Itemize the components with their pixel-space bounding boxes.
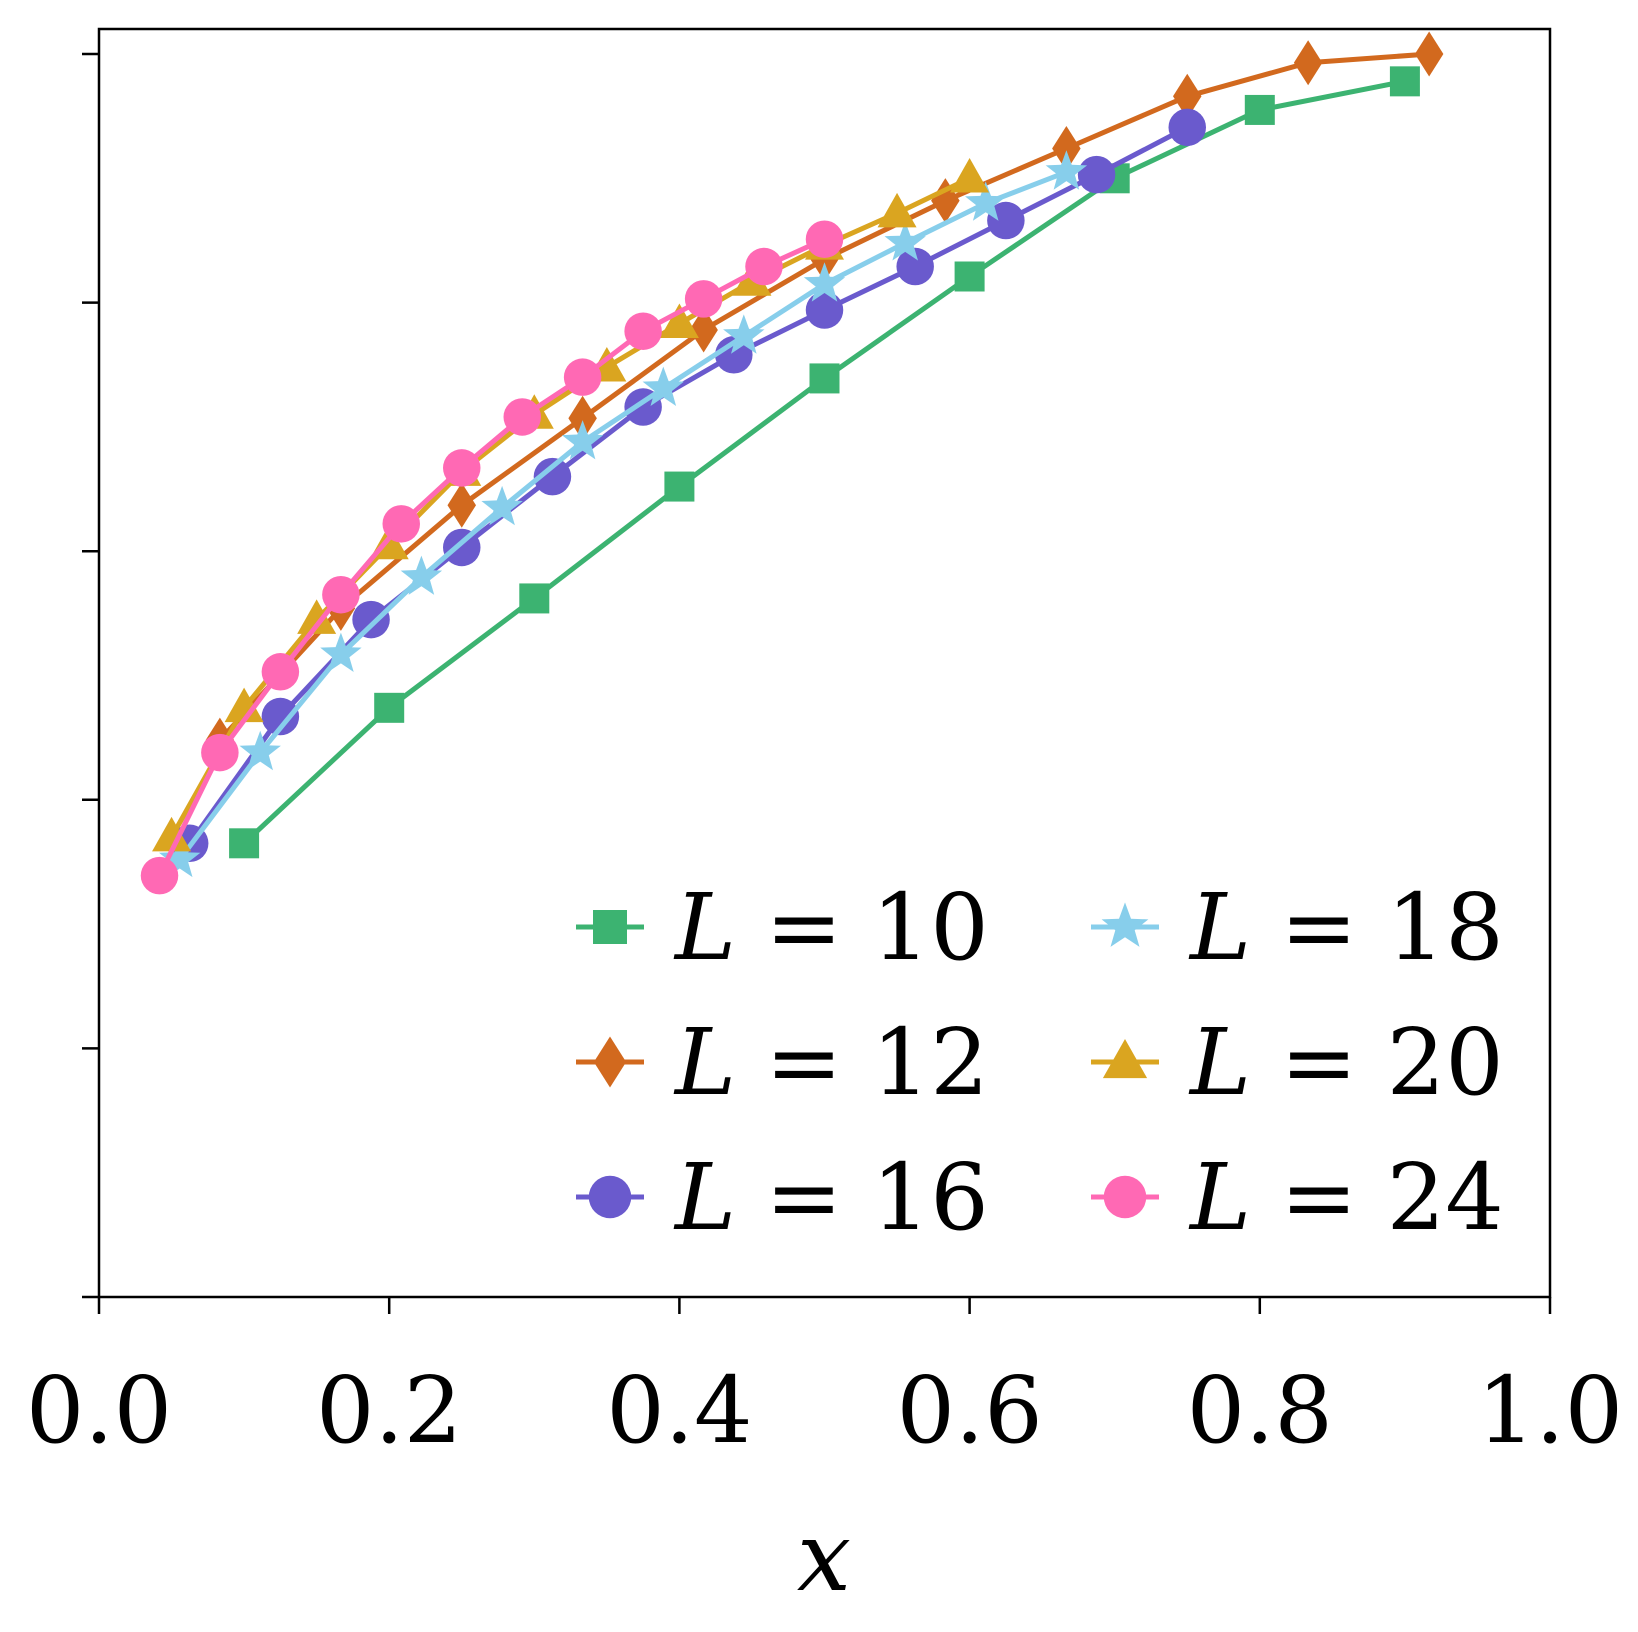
data-point-L20 <box>877 192 917 228</box>
legend-label: L = 20 <box>1188 1009 1504 1116</box>
series-L18 <box>159 150 1088 878</box>
data-point-L10 <box>229 828 260 859</box>
data-point-L18 <box>1045 150 1088 190</box>
data-point-L18 <box>642 366 684 406</box>
data-point-L24 <box>745 247 783 286</box>
data-point-L16 <box>1077 155 1116 194</box>
data-point-L12 <box>1173 73 1202 119</box>
data-point-L10 <box>1389 66 1420 97</box>
data-point-L12 <box>1414 31 1444 77</box>
x-tick-label: 0.6 <box>896 1357 1042 1464</box>
legend-marker <box>593 910 627 944</box>
data-point-L24 <box>322 575 360 614</box>
legend-entry-L12: L = 12 <box>576 1009 989 1116</box>
data-point-L24 <box>140 856 179 895</box>
data-point-L16 <box>1168 108 1206 147</box>
data-point-L20 <box>152 816 192 852</box>
data-point-L10 <box>374 692 405 723</box>
data-point-L12 <box>447 482 476 528</box>
data-point-L18 <box>723 314 765 354</box>
data-point-L20 <box>659 303 699 338</box>
data-point-L18 <box>803 262 846 302</box>
legend-label: L = 24 <box>1188 1144 1504 1251</box>
legend-entry-L16: L = 16 <box>576 1144 989 1251</box>
data-point-L12 <box>1052 125 1081 171</box>
data-point-L12 <box>689 307 718 353</box>
x-tick-label: 0.4 <box>606 1357 752 1464</box>
data-point-L24 <box>805 220 844 258</box>
data-point-L16 <box>352 600 390 639</box>
data-point-L24 <box>382 505 420 543</box>
data-point-L18 <box>481 485 523 526</box>
series-L24 <box>140 220 844 895</box>
x-tick-label: 0.8 <box>1187 1357 1333 1464</box>
data-point-L24 <box>503 398 542 436</box>
legend-marker <box>1101 902 1149 947</box>
data-point-L16 <box>896 247 934 286</box>
data-point-L12 <box>1293 40 1323 86</box>
data-point-L18 <box>884 221 926 261</box>
series-layer <box>140 31 1444 895</box>
data-point-L18 <box>239 730 281 771</box>
data-point-L10 <box>1244 94 1275 125</box>
x-tick-label: 0.0 <box>26 1357 172 1464</box>
data-point-L18 <box>400 555 443 595</box>
data-point-L24 <box>563 358 602 396</box>
plot-frame <box>97 27 1552 1299</box>
legend: L = 10 L = 12 L = 16 L = 18 L = 20 L = 24 <box>576 874 1504 1251</box>
data-point-L16 <box>805 291 844 329</box>
data-point-L10 <box>809 363 840 394</box>
x-axis-label: x <box>797 1501 851 1613</box>
data-point-L20 <box>224 687 264 723</box>
legend-label: L = 10 <box>673 874 989 981</box>
x-tick-label: 1.0 <box>1477 1357 1623 1464</box>
x-tick-label: 0.2 <box>316 1357 462 1464</box>
data-point-L24 <box>624 312 662 350</box>
data-point-L24 <box>201 733 239 772</box>
legend-entry-L20: L = 20 <box>1091 1009 1504 1116</box>
legend-entry-L24: L = 24 <box>1091 1144 1504 1251</box>
legend-label: L = 12 <box>673 1009 989 1116</box>
data-point-L24 <box>684 280 723 318</box>
data-point-L16 <box>443 528 481 567</box>
data-point-L16 <box>987 201 1025 240</box>
data-point-L12 <box>568 395 597 441</box>
data-point-L24 <box>443 449 481 487</box>
legend-marker <box>588 1175 632 1219</box>
data-point-L18 <box>561 420 604 460</box>
data-point-L20 <box>297 599 337 634</box>
data-point-L10 <box>664 471 695 502</box>
legend-marker <box>1103 1175 1147 1219</box>
data-point-L10 <box>519 583 550 614</box>
data-point-L18 <box>965 181 1007 221</box>
data-point-L16 <box>261 697 300 736</box>
data-point-L18 <box>159 837 201 878</box>
series-L16 <box>170 108 1206 863</box>
legend-label: L = 18 <box>1188 874 1504 981</box>
data-point-L10 <box>954 261 985 292</box>
data-point-L24 <box>261 653 300 691</box>
legend-marker <box>1102 1039 1148 1079</box>
legend-entry-L18: L = 18 <box>1091 874 1504 981</box>
legend-marker <box>593 1036 627 1088</box>
data-point-L16 <box>533 457 572 496</box>
data-point-L18 <box>320 632 362 672</box>
legend-entry-L10: L = 10 <box>576 874 989 981</box>
legend-label: L = 16 <box>673 1144 989 1251</box>
axes: 0.0 0.2 0.4 0.6 0.8 1.0 <box>26 52 1623 1464</box>
data-point-L20 <box>950 158 990 193</box>
